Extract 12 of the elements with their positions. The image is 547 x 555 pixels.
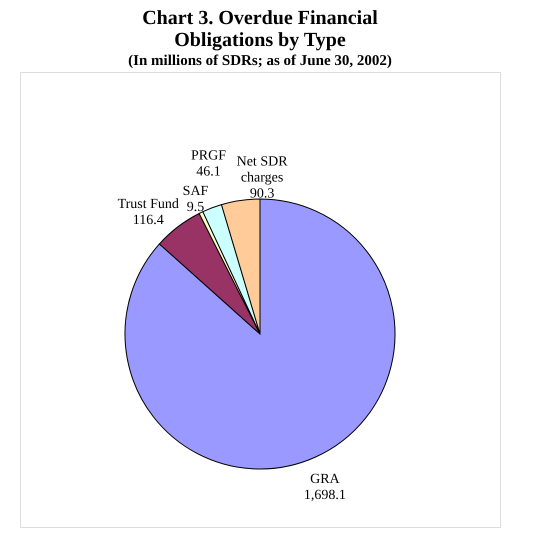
data-label: 90.3 bbox=[250, 186, 274, 202]
data-label: 46.1 bbox=[196, 164, 221, 180]
chart-title: Chart 3. Overdue Financial Obligations by Type bbox=[142, 7, 378, 51]
data-label: 1,698.1 bbox=[304, 488, 346, 504]
data-label: 9.5 bbox=[186, 200, 204, 215]
slice-label: GRA bbox=[310, 472, 341, 488]
slice-label: Trust Fund bbox=[118, 196, 179, 212]
data-label: 116.4 bbox=[132, 212, 164, 228]
slice-label: PRGF bbox=[190, 148, 226, 164]
slice-label: SAF bbox=[182, 184, 209, 199]
slice-label: Net SDR charges bbox=[236, 154, 288, 186]
chart-subtitle: (In millions of SDRs; as of June 30, 2002) bbox=[128, 53, 392, 69]
